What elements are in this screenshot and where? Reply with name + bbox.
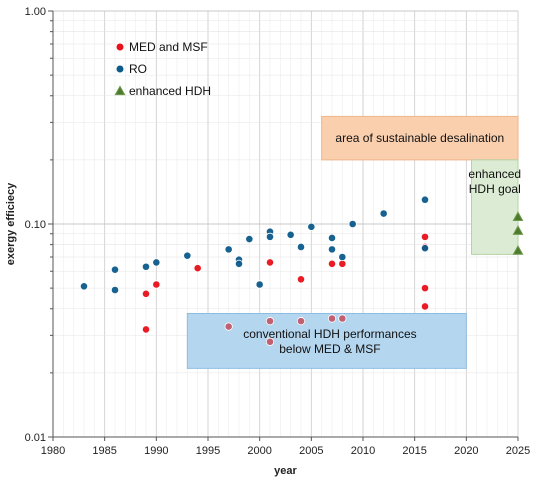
data-point [286,230,295,239]
y-tick-label: 1.00 [25,6,46,18]
legend-marker [115,64,125,74]
x-tick-label: 2015 [402,445,426,457]
data-point [193,264,202,273]
x-tick-label: 1995 [196,445,220,457]
data-point [265,317,275,326]
x-tick-label: 2005 [299,445,323,457]
data-point [338,314,347,323]
x-tick-label: 2000 [247,445,271,457]
data-point [265,337,275,346]
data-point [152,280,161,289]
data-point [338,252,347,262]
data-point [110,285,120,295]
grid [52,10,519,438]
x-tick-label: 2010 [351,445,375,457]
data-point [420,302,430,311]
x-tick-label: 1980 [41,445,65,457]
data-point-triangle [512,211,524,222]
data-point-triangle [512,244,524,255]
data-point [420,244,430,253]
data-point [296,242,306,252]
region-box [186,313,467,369]
data-point [224,245,233,254]
data-point [234,259,244,268]
legend-marker-triangle [114,85,126,96]
data-point [141,262,151,271]
x-tick-label: 1985 [92,445,116,457]
x-tick-label: 2020 [454,445,478,457]
data-point [327,314,337,323]
data-point [245,234,254,244]
data-point [141,289,151,298]
region-box [471,159,519,255]
data-point [296,317,306,326]
y-tick-label: 0.01 [25,432,46,444]
data-point [327,233,337,243]
legend-marker [115,42,125,52]
data-point [152,258,161,267]
data-point [224,322,233,331]
data-point [327,259,337,268]
annotation-regions: area of sustainable desalination enhanced… [186,115,521,369]
data-point [327,245,337,254]
legend-label: MED and MSF [129,40,208,54]
region-label: conventional HDH performances below MED &… [243,327,416,356]
y-axis-label: exergy efficiecy [5,182,17,265]
data-point [265,232,275,241]
data-point [110,265,120,274]
data-point [265,258,275,267]
region-label: enhanced HDH goal [468,167,521,196]
data-point [338,259,347,268]
legend: MED and MSF RO enhanced HDH [114,40,211,98]
data-point [420,195,430,204]
data-point [141,325,151,334]
data-point [348,219,357,229]
data-point-triangle [512,225,524,235]
data-point [420,232,430,241]
y-tick-label: 0.10 [25,219,46,231]
data-point [79,282,89,291]
region-label: area of sustainable desalination [335,131,504,145]
data-point [183,251,192,260]
data-point [307,222,316,231]
data-point [420,284,430,293]
legend-label: RO [129,62,147,76]
region-box [321,115,519,161]
legend-label: enhanced HDH [129,84,211,98]
x-tick-label: 2025 [506,445,530,457]
data-point [379,209,388,218]
x-tick-label: 1990 [144,445,168,457]
axes: 1980 1985 1990 1995 2000 2005 2010 2015 2020 2025… [25,6,531,457]
x-axis-label: year [274,465,297,477]
data-point [296,275,306,284]
data-point [255,280,264,289]
data-points [79,195,524,346]
